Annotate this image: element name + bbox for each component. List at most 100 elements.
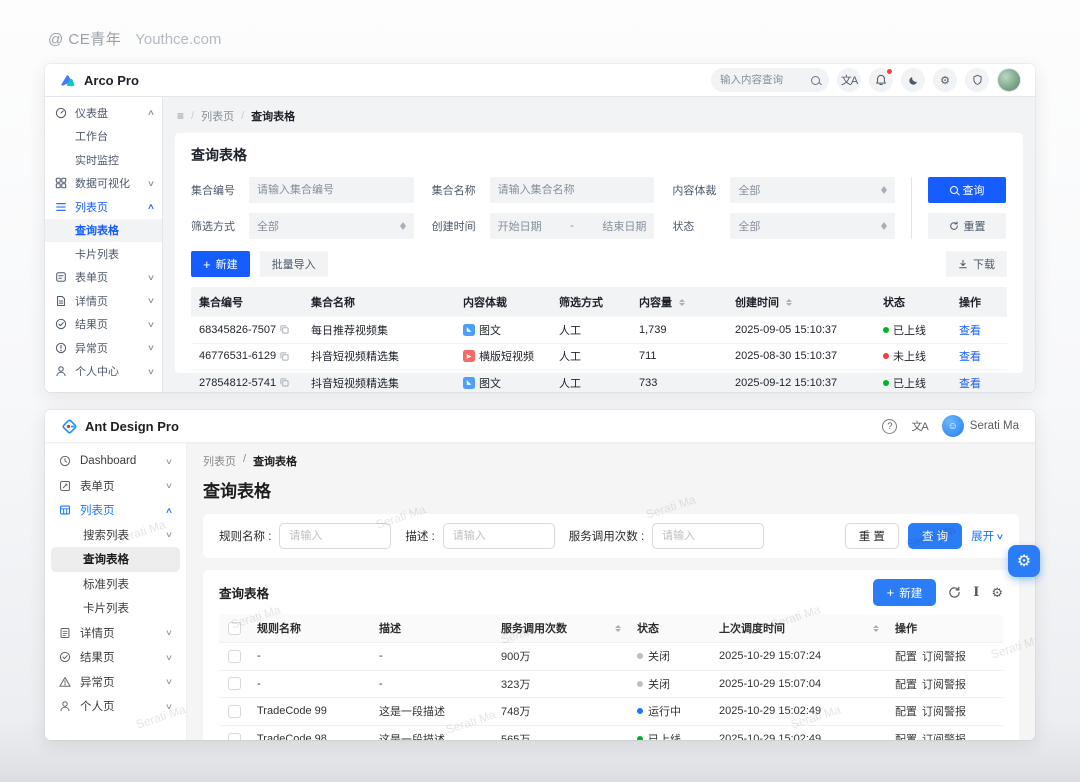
sidebar-item-exception-pages[interactable]: 异常页 ∨ <box>51 670 180 695</box>
sidebar-item-user-center[interactable]: 个人中心 ∨ <box>45 360 162 384</box>
arco-search-box[interactable] <box>711 68 829 92</box>
chevron-down-icon: ∨ <box>164 456 174 466</box>
sidebar-item-search-table[interactable]: 查询表格 <box>45 218 162 242</box>
view-link[interactable]: 查看 <box>959 351 981 364</box>
sidebar-item-exception-pages[interactable]: 异常页 ∨ <box>45 336 162 360</box>
sidebar-item-card-list[interactable]: 卡片列表 <box>51 596 180 621</box>
sidebar-item-visualization[interactable]: 数据可视化 ∨ <box>45 172 162 196</box>
reset-button[interactable]: 重 置 <box>844 523 899 549</box>
breadcrumb-item[interactable]: 列表页 <box>201 111 235 123</box>
sidebar-item-result-pages[interactable]: 结果页 ∨ <box>51 645 180 670</box>
col-header-sortable[interactable]: 上次调度时间 <box>711 620 887 636</box>
gear-icon[interactable]: ⚙ <box>933 68 957 92</box>
copy-icon[interactable] <box>280 352 289 361</box>
call-count-input[interactable] <box>652 523 765 549</box>
search-button[interactable]: 查询 <box>928 177 1006 203</box>
shield-icon[interactable] <box>965 68 989 92</box>
col-header: 集合名称 <box>311 297 355 309</box>
sidebar-item-standard-list[interactable]: 标准列表 <box>51 572 180 597</box>
field-label: 筛选方式 <box>191 221 235 233</box>
setting-icon[interactable]: ⚙ <box>991 584 1003 600</box>
new-button[interactable]: + 新建 <box>872 579 937 606</box>
row-checkbox[interactable] <box>227 677 241 691</box>
search-input[interactable] <box>720 74 804 86</box>
sidebar-item-detail-pages[interactable]: 详情页 ∨ <box>45 289 162 313</box>
avatar[interactable] <box>997 68 1021 92</box>
row-checkbox[interactable] <box>227 704 241 718</box>
sidebar-item-detail-pages[interactable]: 详情页 ∨ <box>51 621 180 646</box>
reset-button[interactable]: 重置 <box>928 213 1006 239</box>
download-button[interactable]: 下载 <box>946 251 1007 277</box>
translate-icon[interactable]: 文A <box>911 421 928 433</box>
description-input[interactable] <box>442 523 555 549</box>
batch-import-button[interactable]: 批量导入 <box>259 251 328 277</box>
status-select[interactable]: 全部 <box>730 213 895 239</box>
copy-icon[interactable] <box>280 378 289 387</box>
filter-method-select[interactable]: 全部 <box>249 213 414 239</box>
search-button[interactable]: 查 询 <box>907 523 963 549</box>
bell-icon[interactable] <box>869 68 893 92</box>
subscribe-alert-link[interactable]: 订阅警报 <box>922 678 966 691</box>
col-header-sortable[interactable]: 创建时间 <box>727 294 875 310</box>
collection-id-input[interactable] <box>257 184 406 196</box>
end-date: 结束日期 <box>602 221 647 233</box>
expand-button[interactable]: 展开 ∨ <box>971 531 1005 543</box>
view-link[interactable]: 查看 <box>959 324 981 337</box>
col-header-sortable[interactable]: 服务调用次数 <box>493 620 629 636</box>
filter-method: 人工 <box>559 324 581 337</box>
warning-icon <box>59 675 72 688</box>
subscribe-alert-link[interactable]: 订阅警报 <box>922 731 966 740</box>
sidebar-item-list-pages[interactable]: 列表页 ∧ <box>51 498 180 523</box>
sidebar-item-search-table[interactable]: 查询表格 <box>51 547 180 572</box>
row-checkbox[interactable] <box>227 732 241 740</box>
sidebar-label: 列表页 <box>75 201 108 214</box>
collection-name-input[interactable] <box>497 184 647 196</box>
select-all-checkbox[interactable] <box>227 621 241 635</box>
breadcrumb-item[interactable]: 列表页 <box>203 456 236 468</box>
content-genre-select[interactable]: 全部 <box>730 177 895 203</box>
content-count: 733 <box>639 376 658 389</box>
rule-name-input[interactable] <box>279 523 392 549</box>
density-icon[interactable]: I <box>973 585 980 600</box>
col-header-sortable[interactable]: 内容量 <box>631 294 727 310</box>
sidebar-item-result-pages[interactable]: 结果页 ∨ <box>45 313 162 337</box>
table-header: 规则名称 描述 服务调用次数 状态 上次调度时间 操作 <box>219 614 1003 643</box>
subscribe-alert-link[interactable]: 订阅警报 <box>922 706 966 719</box>
config-link[interactable]: 配置 <box>895 678 917 691</box>
sidebar-item-form-pages[interactable]: 表单页 ∨ <box>51 474 180 499</box>
sidebar-item-form-pages[interactable]: 表单页 ∨ <box>45 266 162 290</box>
new-button[interactable]: + 新建 <box>191 251 250 277</box>
subscribe-alert-link[interactable]: 订阅警报 <box>922 651 966 664</box>
sidebar-item-card-list[interactable]: 卡片列表 <box>45 242 162 266</box>
sidebar-item-dashboard[interactable]: 仪表盘 ∧ <box>45 101 162 125</box>
field-status: 状态 全部 <box>672 213 895 239</box>
help-icon[interactable]: ? <box>882 418 898 434</box>
row-checkbox[interactable] <box>227 649 241 663</box>
view-link[interactable]: 查看 <box>959 377 981 390</box>
translate-icon[interactable]: 文A <box>837 68 861 92</box>
config-link[interactable]: 配置 <box>895 731 917 740</box>
config-link[interactable]: 配置 <box>895 651 917 664</box>
sidebar-item-monitor[interactable]: 实时监控 <box>45 148 162 172</box>
theme-settings-button[interactable]: ⚙ <box>1008 545 1040 577</box>
date-separator: - <box>570 220 574 232</box>
sidebar-label: 结果页 <box>75 319 108 332</box>
user-menu[interactable]: ☺ Serati Ma <box>941 415 1019 437</box>
copy-icon[interactable] <box>280 325 289 334</box>
date-range-picker[interactable]: 开始日期 - 结束日期 <box>489 213 655 239</box>
sidebar-item-search-list[interactable]: 搜索列表 ∨ <box>51 523 180 548</box>
reload-icon[interactable] <box>948 586 961 599</box>
sidebar-item-dashboard[interactable]: Dashboard ∨ <box>51 449 180 474</box>
arco-pro-window: Arco Pro 文A ⚙ <box>45 64 1035 392</box>
schedule-time: 2025-10-29 15:02:49 <box>719 705 822 718</box>
expand-icon <box>881 219 887 233</box>
sidebar-item-workbench[interactable]: 工作台 <box>45 125 162 149</box>
sidebar-item-list-pages[interactable]: 列表页 ∧ <box>45 195 162 219</box>
sidebar-label: 工作台 <box>75 131 108 144</box>
rule-desc: 这是一段描述 <box>379 706 445 719</box>
moon-icon[interactable] <box>901 68 925 92</box>
table-actions: + 新建 批量导入 下载 <box>191 251 1007 277</box>
config-link[interactable]: 配置 <box>895 706 917 719</box>
file-icon <box>55 294 68 307</box>
sidebar-item-account-pages[interactable]: 个人页 ∨ <box>51 694 180 719</box>
